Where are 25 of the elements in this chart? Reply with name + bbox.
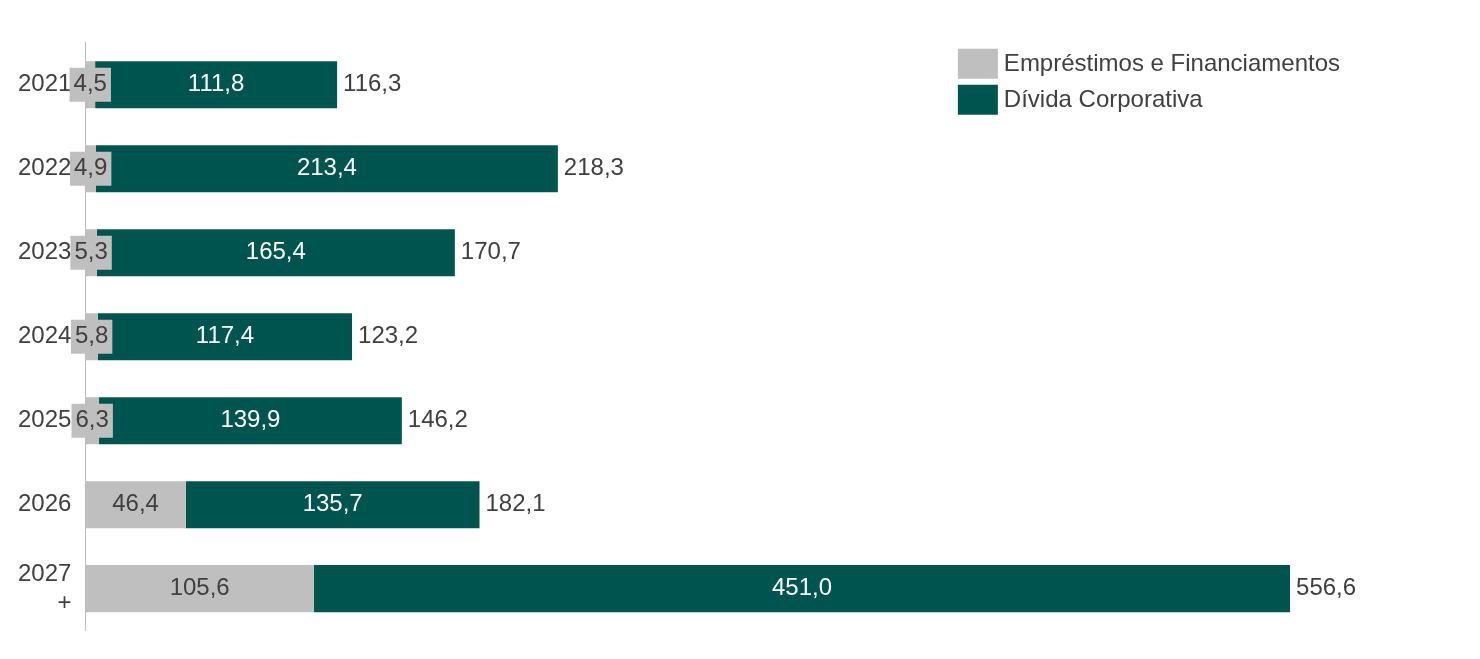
y-tick-label: 2025 bbox=[18, 405, 72, 433]
total-label: 218,3 bbox=[563, 153, 624, 181]
legend-label: Empréstimos e Financiamentos bbox=[1003, 49, 1341, 77]
data-label: 117,4 bbox=[195, 321, 255, 349]
y-tick-label: 2024 bbox=[18, 321, 72, 349]
data-label: 105,6 bbox=[169, 573, 230, 601]
total-label: 116,3 bbox=[343, 69, 402, 97]
data-label: 139,9 bbox=[220, 405, 281, 433]
data-label: 135,7 bbox=[302, 489, 363, 517]
y-tick-label: 2023 bbox=[18, 237, 72, 265]
total-label: 170,7 bbox=[460, 237, 521, 265]
total-label: 182,1 bbox=[485, 489, 546, 517]
y-tick-label: 2026 bbox=[18, 489, 72, 517]
y-tick-label: 2027 + bbox=[18, 558, 72, 615]
total-label: 146,2 bbox=[407, 405, 468, 433]
y-tick-label: 2021 bbox=[18, 69, 72, 97]
data-label: 451,0 bbox=[771, 573, 833, 601]
total-label: 123,2 bbox=[358, 321, 419, 349]
legend-label: Dívida Corporativa bbox=[1003, 85, 1204, 113]
data-label: 165,4 bbox=[245, 237, 306, 265]
data-label: 213,4 bbox=[296, 153, 357, 181]
total-label: 556,6 bbox=[1296, 573, 1357, 601]
y-tick-label: 2022 bbox=[18, 153, 72, 181]
data-label: 111,8 bbox=[187, 69, 245, 97]
data-label: 46,4 bbox=[112, 489, 159, 517]
